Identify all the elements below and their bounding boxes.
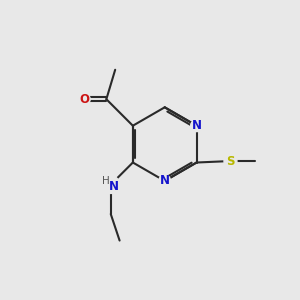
Text: O: O — [79, 93, 89, 106]
Circle shape — [191, 120, 203, 132]
Text: N: N — [160, 174, 170, 188]
Circle shape — [159, 175, 171, 187]
Text: H: H — [102, 176, 109, 186]
Text: N: N — [192, 119, 202, 132]
Circle shape — [78, 93, 90, 105]
Circle shape — [102, 176, 120, 194]
Text: S: S — [226, 154, 235, 167]
Text: N: N — [109, 180, 119, 193]
Circle shape — [224, 154, 237, 167]
